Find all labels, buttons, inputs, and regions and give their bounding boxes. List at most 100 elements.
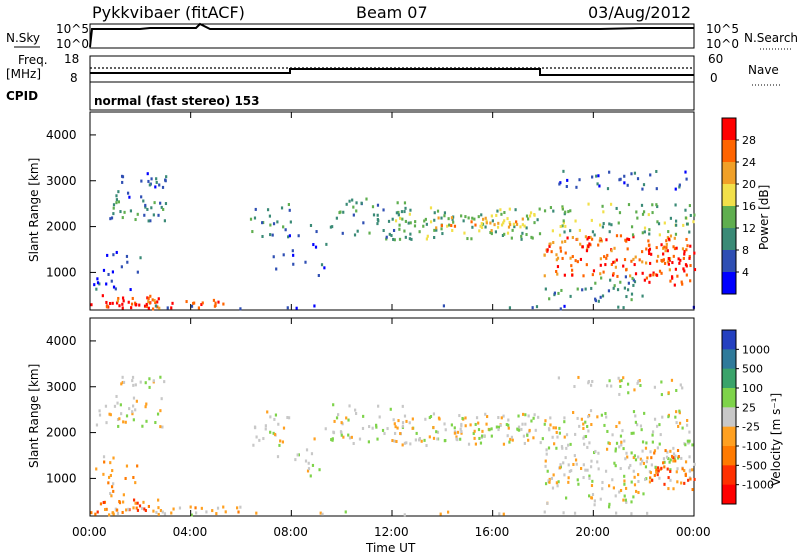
heatmap-cell <box>397 213 400 217</box>
heatmap-cell <box>478 229 481 233</box>
heatmap-cell <box>663 221 666 225</box>
heatmap-cell <box>594 281 597 285</box>
heatmap-cell <box>608 379 611 383</box>
heatmap-cell <box>502 512 505 516</box>
heatmap-cell <box>138 504 142 508</box>
heatmap-cell <box>549 206 553 210</box>
heatmap-cell <box>653 451 656 455</box>
heatmap-cell <box>161 185 165 189</box>
heatmap-cell <box>547 446 551 450</box>
heatmap-cell <box>596 460 599 464</box>
heatmap-cell <box>641 260 644 264</box>
heatmap-cell <box>685 237 688 241</box>
heatmap-cell <box>607 289 611 293</box>
heatmap-cell <box>159 375 162 379</box>
heatmap-cell <box>138 303 141 307</box>
power-y-axis: 1000 2000 3000 4000 <box>46 128 96 279</box>
heatmap-cell <box>382 208 385 212</box>
heatmap-cell <box>120 412 123 416</box>
heatmap-cell <box>634 489 638 493</box>
heatmap-cell <box>131 412 134 416</box>
heatmap-cell <box>297 453 300 457</box>
heatmap-cell <box>99 502 103 506</box>
heatmap-cell <box>125 254 129 258</box>
heatmap-cell <box>686 244 689 248</box>
heatmap-cell <box>554 426 557 430</box>
heatmap-cell <box>105 282 108 286</box>
heatmap-cell <box>121 375 124 379</box>
heatmap-cell <box>515 222 519 226</box>
heatmap-cell <box>678 185 681 189</box>
heatmap-cell <box>655 203 658 207</box>
heatmap-cell <box>143 507 146 511</box>
heatmap-cell <box>635 210 638 214</box>
heatmap-cell <box>115 198 119 202</box>
heatmap-cell <box>561 240 564 244</box>
heatmap-cell <box>147 504 151 508</box>
heatmap-cell <box>555 430 558 434</box>
heatmap-cell <box>593 233 596 237</box>
heatmap-cell <box>385 235 388 239</box>
heatmap-cell <box>614 494 617 498</box>
heatmap-cell <box>604 412 607 416</box>
heatmap-cell <box>667 415 670 419</box>
heatmap-cell <box>653 449 657 453</box>
heatmap-cell <box>152 213 155 217</box>
heatmap-cell <box>355 209 358 213</box>
heatmap-cell <box>340 433 343 437</box>
heatmap-cell <box>154 421 157 425</box>
heatmap-cell <box>613 461 616 465</box>
heatmap-cell <box>393 439 396 443</box>
heatmap-cell <box>352 205 355 209</box>
heatmap-cell <box>112 456 115 460</box>
heatmap-cell <box>200 303 203 307</box>
heatmap-cell <box>656 473 659 477</box>
nsky-tick-bottom: 10^0 <box>56 37 89 51</box>
heatmap-cell <box>638 379 641 383</box>
heatmap-cell <box>325 242 328 246</box>
heatmap-cell <box>653 417 657 421</box>
heatmap-cell <box>676 274 679 278</box>
heatmap-cell <box>508 207 511 211</box>
heatmap-cell <box>567 210 570 214</box>
heatmap-cell <box>688 230 691 234</box>
heatmap-cell <box>480 222 483 226</box>
heatmap-cell <box>548 428 551 432</box>
time-axis: 00:00 04:00 08:00 12:00 16:00 20:00 00:00 <box>72 112 711 539</box>
heatmap-cell <box>634 414 637 418</box>
heatmap-cell <box>148 183 151 187</box>
heatmap-cell <box>565 433 569 437</box>
heatmap-cell <box>590 459 593 463</box>
heatmap-cell <box>657 222 661 226</box>
heatmap-cell <box>618 490 621 494</box>
heatmap-cell <box>132 404 135 408</box>
velocity-panel-frame <box>89 317 695 517</box>
heatmap-cell <box>562 461 565 465</box>
heatmap-cell <box>131 375 135 379</box>
heatmap-cell <box>560 288 563 292</box>
heatmap-cell <box>292 262 295 266</box>
heatmap-cell <box>618 445 621 449</box>
heatmap-cell <box>315 230 318 234</box>
heatmap-cell <box>693 251 696 255</box>
heatmap-cell <box>594 297 597 301</box>
heatmap-cell <box>401 443 404 447</box>
heatmap-cell <box>147 306 150 310</box>
heatmap-cell <box>212 298 216 302</box>
heatmap-cell <box>451 217 454 221</box>
heatmap-cell <box>583 442 586 446</box>
heatmap-cell <box>656 254 660 258</box>
heatmap-cell <box>646 456 649 460</box>
heatmap-cell <box>121 180 124 184</box>
heatmap-cell <box>510 236 513 240</box>
heatmap-cell <box>321 512 324 516</box>
heatmap-cell <box>261 221 264 225</box>
heatmap-cell <box>578 228 582 232</box>
heatmap-cell <box>382 229 385 233</box>
heatmap-cell <box>313 304 316 308</box>
heatmap-cell <box>129 209 133 213</box>
heatmap-cell <box>544 464 547 468</box>
heatmap-cell <box>500 416 503 420</box>
heatmap-cell <box>667 230 670 234</box>
heatmap-cell <box>559 224 562 228</box>
